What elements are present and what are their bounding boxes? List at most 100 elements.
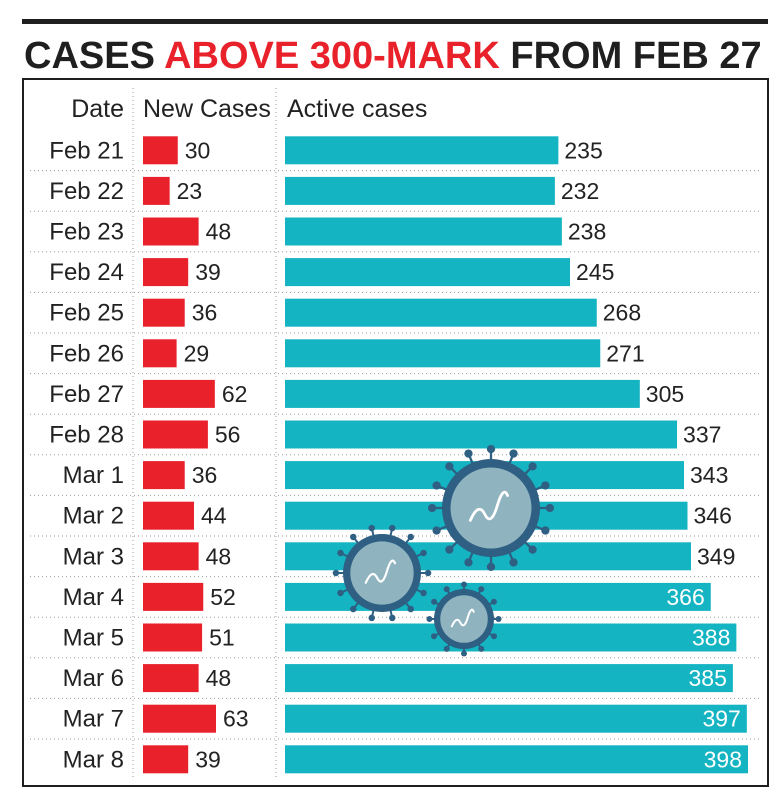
new-cases-bar: [143, 217, 199, 246]
date-label: Mar 5: [63, 625, 124, 652]
coronavirus-particle: [427, 444, 555, 572]
new-cases-value-label: 51: [209, 625, 235, 651]
active-cases-value-label: 305: [646, 381, 684, 407]
new-cases-value-label: 62: [222, 381, 248, 407]
active-cases-bar: [285, 704, 747, 733]
new-cases-bar: [143, 258, 189, 287]
virus-spike-tip: [486, 562, 496, 572]
new-cases-bar: [143, 664, 199, 693]
virus-spike-tip: [389, 614, 396, 622]
active-cases-value-label: 346: [694, 503, 732, 529]
date-label: Mar 1: [63, 462, 124, 489]
active-cases-bar: [285, 745, 748, 774]
table-frame: [22, 78, 769, 787]
new-cases-value-label: 39: [195, 259, 221, 285]
new-cases-value-label: 48: [206, 543, 232, 569]
new-cases-value-label: 30: [185, 137, 211, 163]
virus-spike-tip: [461, 650, 467, 657]
date-label: Mar 4: [63, 584, 124, 611]
virus-spike-tip: [445, 545, 454, 554]
new-cases-value-label: 48: [206, 219, 232, 245]
active-cases-value-label: 337: [683, 422, 721, 448]
virus-body: [440, 595, 488, 643]
new-cases-value-label: 29: [184, 340, 210, 366]
virus-spike-tip: [432, 526, 441, 535]
header-date: Date: [71, 95, 124, 123]
coronavirus-particle: [332, 524, 432, 622]
new-cases-bar: [143, 298, 185, 327]
virus-spike-tip: [528, 545, 537, 554]
new-cases-value-label: 44: [201, 503, 227, 529]
date-label: Feb 28: [49, 422, 124, 449]
active-cases-value-label: 232: [561, 178, 599, 204]
date-label: Feb 27: [49, 381, 124, 408]
virus-spike-tip: [407, 605, 414, 613]
virus-spike-tip: [424, 569, 432, 577]
virus-body: [350, 541, 414, 605]
virus-body: [450, 467, 532, 549]
top-rule: [22, 19, 768, 24]
title-part-2: ABOVE 300-MARK: [164, 35, 500, 77]
active-cases-value-label: 343: [690, 462, 728, 488]
active-cases-value-label: 366: [666, 584, 704, 610]
active-cases-value-label: 397: [702, 706, 740, 732]
new-cases-bar: [143, 379, 215, 408]
new-cases-bar: [143, 339, 177, 368]
new-cases-bar: [143, 582, 204, 611]
virus-spike-tip: [528, 462, 537, 471]
new-cases-value-label: 23: [177, 178, 203, 204]
virus-spike-tip: [368, 614, 375, 622]
title-part-3: FROM FEB 27: [500, 35, 762, 77]
virus-spike-tip: [420, 589, 427, 597]
new-cases-bar: [143, 501, 194, 530]
virus-spike-tip: [431, 633, 438, 640]
virus-rna-strand: [364, 559, 397, 584]
active-cases-value-label: 385: [689, 665, 727, 691]
active-cases-bar: [285, 258, 571, 287]
active-cases-bar: [285, 217, 562, 246]
date-label: Feb 21: [49, 137, 124, 164]
new-cases-bar: [143, 176, 170, 205]
new-cases-value-label: 36: [192, 300, 218, 326]
active-cases-value-label: 235: [564, 137, 602, 163]
active-cases-value-label: 388: [692, 625, 730, 651]
virus-spike-tip: [445, 462, 454, 471]
date-label: Mar 2: [63, 503, 124, 530]
header-new-cases: New Cases: [143, 95, 271, 123]
new-cases-value-label: 52: [210, 584, 236, 610]
new-cases-bar: [143, 420, 208, 449]
date-label: Feb 24: [49, 259, 124, 286]
virus-spike-tip: [478, 586, 485, 593]
active-cases-bar: [285, 339, 601, 368]
virus-spike-tip: [443, 645, 450, 652]
active-cases-bar: [285, 420, 678, 449]
virus-spike-tip: [509, 558, 518, 567]
virus-spike-tip: [368, 524, 375, 532]
data-rows: Feb 21 30 235 Feb 22 23 232 Feb 23 48 238 Feb 24 3…: [30, 136, 760, 774]
new-cases-value-label: 56: [215, 422, 241, 448]
date-label: Feb 25: [49, 300, 124, 327]
virus-spike-tip: [337, 549, 344, 557]
virus-spike-tip: [337, 589, 344, 597]
active-cases-bar: [285, 664, 733, 693]
title-part-1: CASES: [24, 35, 164, 77]
virus-spike-tip: [495, 616, 502, 622]
virus-spike-tip: [427, 503, 437, 513]
virus-spike-tip: [332, 569, 340, 577]
virus-spike-tip: [350, 605, 357, 613]
virus-spike-tip: [420, 549, 427, 557]
virus-spike-tip: [541, 526, 550, 535]
virus-spike-tip: [431, 598, 438, 605]
new-cases-value-label: 39: [195, 746, 221, 772]
header-active-cases: Active cases: [287, 95, 427, 123]
virus-spike-tip: [541, 481, 550, 490]
virus-spike-tip: [432, 481, 441, 490]
chart-title: CASES ABOVE 300-MARK FROM FEB 27: [24, 35, 762, 77]
new-cases-value-label: 63: [223, 706, 249, 732]
date-label: Feb 23: [49, 219, 124, 246]
active-cases-value-label: 271: [606, 340, 644, 366]
active-cases-bar: [285, 623, 737, 652]
active-cases-value-label: 398: [704, 746, 742, 772]
virus-spike-tip: [426, 616, 433, 622]
